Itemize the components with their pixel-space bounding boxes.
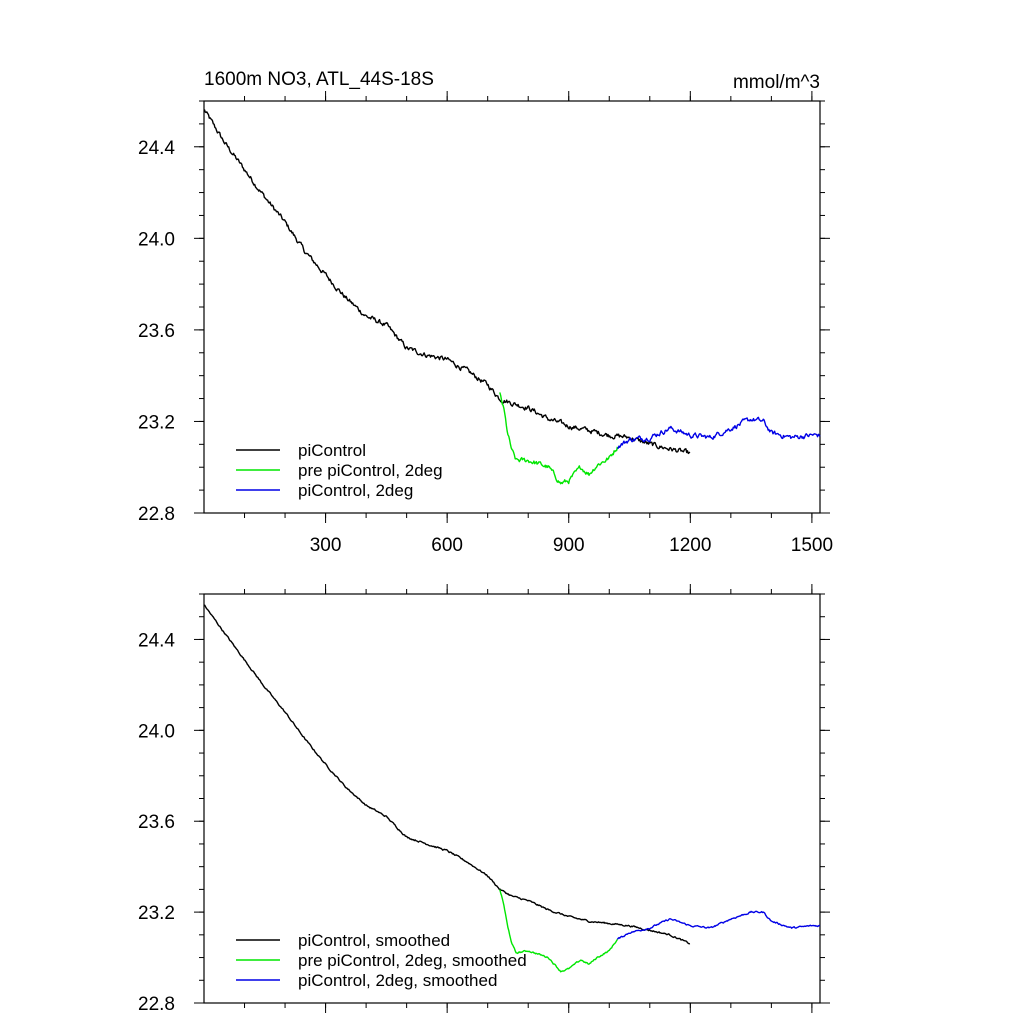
x-tick-label: 900 [553, 535, 585, 556]
legend-label: pre piControl, 2deg, smoothed [298, 951, 527, 970]
series-line-3 [617, 416, 821, 450]
series-line-2 [499, 392, 619, 485]
legend-label: piControl, 2deg, smoothed [298, 971, 497, 990]
x-tick-label: 1200 [669, 535, 711, 556]
legend-label: piControl, 2deg [298, 481, 413, 500]
y-tick-label: 23.6 [138, 812, 175, 833]
plot-frame [203, 593, 821, 1004]
chart-title: 1600m NO3, ATL_44S-18S [204, 69, 434, 90]
plot-frame [203, 100, 821, 514]
x-tick-label: 300 [310, 535, 342, 556]
y-tick-label: 23.6 [138, 321, 175, 342]
y-tick-label: 24.0 [138, 229, 175, 250]
legend-label: piControl [298, 441, 366, 460]
y-tick-label: 24.4 [138, 630, 175, 651]
units-label: mmol/m^3 [733, 72, 820, 93]
y-tick-label: 24.4 [138, 138, 175, 159]
series-line-1 [203, 604, 691, 945]
y-tick-label: 23.2 [138, 412, 175, 433]
x-tick-label: 1500 [791, 535, 833, 556]
x-tick-label: 600 [431, 535, 463, 556]
y-tick-label: 23.2 [138, 903, 175, 924]
series-line-3 [616, 910, 821, 940]
y-tick-label: 22.8 [138, 504, 175, 525]
chart-panel-1: 22.8 23.2 23.6 24.0 24.4 300 600 900 1200 1500 160… [138, 69, 833, 556]
legend-label: pre piControl, 2deg [298, 461, 443, 480]
series-line-1 [203, 109, 691, 455]
y-tick-label: 24.0 [138, 721, 175, 742]
y-tick-label: 22.8 [138, 994, 175, 1015]
series-line-2 [499, 889, 618, 973]
legend-label: piControl, smoothed [298, 931, 450, 950]
